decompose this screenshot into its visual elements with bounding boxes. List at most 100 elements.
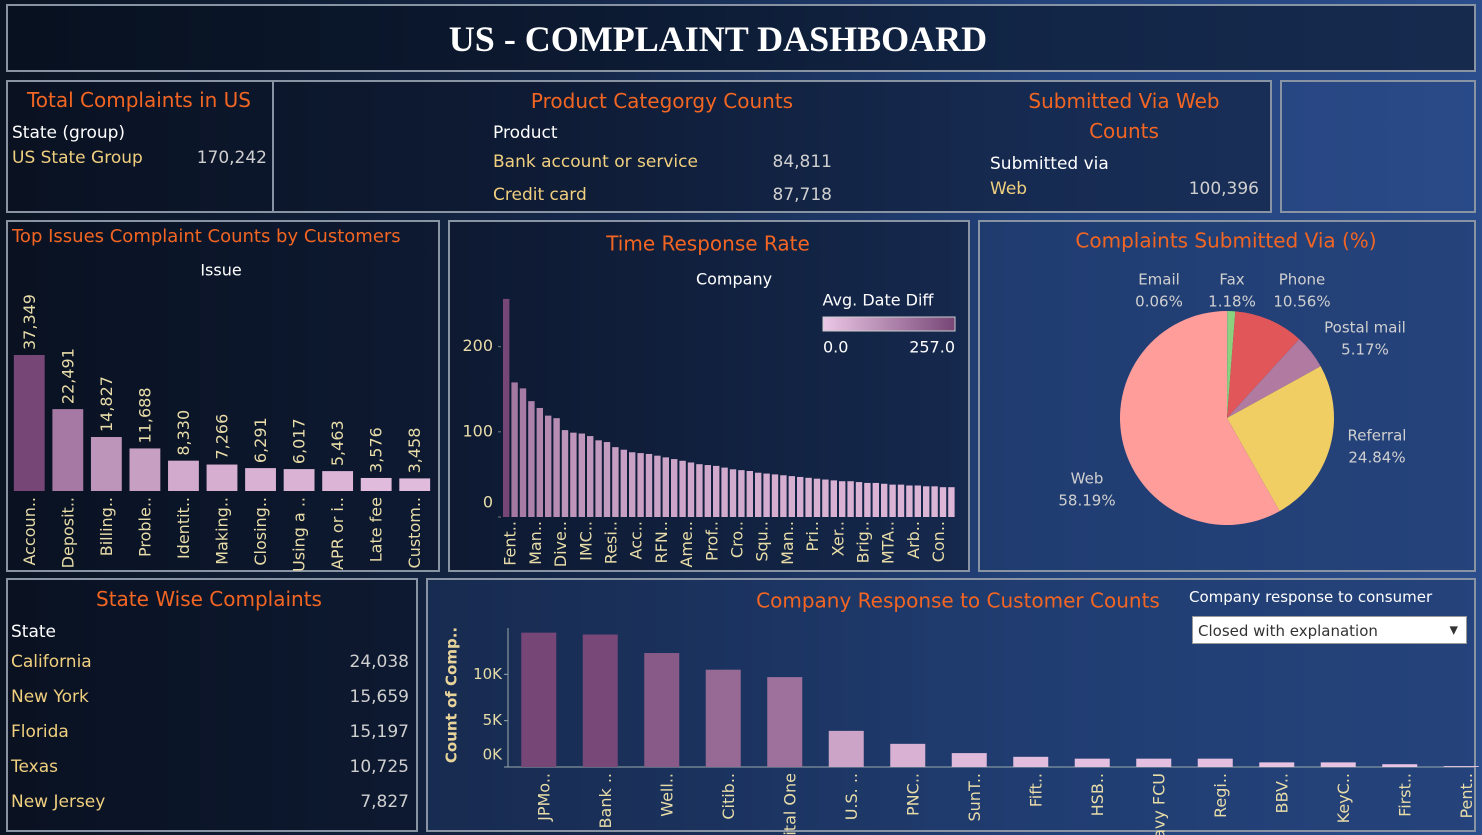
bar bbox=[746, 471, 753, 517]
bar bbox=[1259, 762, 1295, 767]
y-tick-label: 5K bbox=[483, 711, 504, 729]
row-value: 100,396 bbox=[1188, 179, 1259, 199]
slice-label: Referral bbox=[1348, 427, 1407, 445]
bar bbox=[503, 298, 510, 517]
bar bbox=[855, 482, 863, 517]
filter-value: Closed with explanation bbox=[1198, 622, 1378, 640]
x-tick-label: Cro.. bbox=[728, 521, 747, 558]
bar bbox=[245, 468, 276, 491]
x-tick-label: Xer.. bbox=[828, 521, 847, 556]
bar bbox=[582, 634, 618, 767]
value-label: 5,463 bbox=[328, 420, 347, 466]
bar bbox=[553, 418, 560, 517]
bar bbox=[620, 449, 627, 517]
row-value: 15,659 bbox=[349, 687, 409, 707]
bar bbox=[536, 407, 543, 517]
x-tick-label: MTA.. bbox=[879, 521, 898, 564]
x-tick-label: Pent.. bbox=[1457, 773, 1476, 819]
bar bbox=[780, 475, 787, 517]
table-header: State bbox=[11, 622, 56, 642]
table-title: Submitted Via Web Counts bbox=[1028, 89, 1220, 143]
pie-slice bbox=[1120, 311, 1280, 525]
row-name: New Jersey bbox=[11, 792, 106, 812]
bar bbox=[52, 409, 84, 491]
value-label: 14,827 bbox=[97, 376, 116, 432]
y-tick-label: 10K bbox=[473, 665, 503, 683]
slice-label: Web bbox=[1071, 470, 1104, 488]
y-tick-label: 0 bbox=[483, 493, 493, 512]
value-label: 6,291 bbox=[251, 417, 270, 463]
bar bbox=[914, 485, 921, 517]
bar bbox=[629, 452, 636, 517]
bar bbox=[738, 470, 745, 517]
chart-title: Company Response to Customer Counts bbox=[756, 589, 1160, 613]
value-label: 6,017 bbox=[290, 418, 309, 464]
bar bbox=[206, 464, 238, 491]
pie-slice bbox=[1227, 311, 1300, 418]
pie-slice bbox=[1227, 339, 1321, 418]
axis-label: Company bbox=[696, 270, 772, 289]
bar bbox=[679, 460, 686, 517]
bar bbox=[755, 472, 762, 517]
bar bbox=[897, 484, 905, 517]
bar bbox=[90, 437, 122, 491]
slice-value: 0.06% bbox=[1135, 293, 1183, 311]
x-tick-label: Bank .. bbox=[596, 773, 615, 828]
x-tick-label: Well.. bbox=[657, 773, 676, 817]
y-tick-label: 200 bbox=[462, 336, 493, 355]
slice-value: 5.17% bbox=[1341, 341, 1389, 359]
table-title: Product Categorgy Counts bbox=[530, 89, 794, 113]
bar bbox=[813, 478, 821, 517]
x-tick-label: Ame.. bbox=[677, 521, 696, 568]
chart-title: Time Response Rate bbox=[605, 232, 810, 256]
value-label: 11,688 bbox=[135, 387, 154, 443]
bar bbox=[948, 487, 955, 517]
legend-gradient bbox=[822, 316, 956, 332]
x-tick-label: BBV.. bbox=[1272, 773, 1291, 814]
x-tick-label: SunT.. bbox=[965, 773, 984, 821]
row-value: 170,242 bbox=[196, 148, 267, 168]
x-tick-label: Acc.. bbox=[627, 521, 646, 559]
x-tick-label: Man.. bbox=[778, 521, 797, 565]
bar bbox=[729, 469, 737, 517]
axis-label: Issue bbox=[200, 261, 241, 280]
x-tick-label: Closing.. bbox=[251, 497, 270, 566]
bar bbox=[847, 481, 854, 517]
x-tick-label: Accoun.. bbox=[20, 497, 39, 566]
bar bbox=[767, 677, 803, 767]
bar bbox=[1197, 758, 1233, 767]
x-tick-label: Arb.. bbox=[904, 521, 923, 559]
x-tick-label: Fent.. bbox=[501, 521, 520, 566]
bar bbox=[830, 480, 837, 517]
row-name: Credit card bbox=[493, 185, 587, 205]
bar bbox=[1013, 756, 1049, 767]
bar bbox=[705, 669, 741, 767]
bar bbox=[570, 432, 577, 517]
slice-value: 24.84% bbox=[1348, 449, 1405, 467]
legend-min: 0.0 bbox=[823, 338, 848, 357]
x-tick-label: Using a .. bbox=[290, 497, 309, 572]
bar bbox=[644, 653, 680, 767]
bar bbox=[721, 467, 728, 517]
bar bbox=[839, 481, 846, 517]
table-title: Total Complaints in US bbox=[26, 88, 252, 112]
x-tick-label: Deposit.. bbox=[58, 497, 77, 568]
bar bbox=[545, 415, 552, 517]
x-tick-label: HSB.. bbox=[1088, 773, 1107, 816]
row-name: Florida bbox=[11, 722, 69, 742]
bar bbox=[805, 477, 812, 517]
bar bbox=[1136, 758, 1172, 767]
filter-dropdown[interactable]: Closed with explanation ▼ bbox=[1192, 616, 1467, 644]
x-tick-label: Resi.. bbox=[602, 521, 621, 564]
bar bbox=[939, 487, 947, 517]
chart-title: Complaints Submitted Via (%) bbox=[1075, 229, 1376, 253]
slice-label: Fax bbox=[1219, 271, 1244, 289]
chart-panel bbox=[6, 220, 440, 572]
row-value: 15,197 bbox=[349, 722, 409, 742]
bar bbox=[654, 455, 661, 517]
slice-value: 10.56% bbox=[1273, 293, 1330, 311]
table-title: State Wise Complaints bbox=[96, 587, 322, 611]
x-tick-label: Dive.. bbox=[551, 521, 570, 567]
row-value: 7,827 bbox=[360, 792, 409, 812]
